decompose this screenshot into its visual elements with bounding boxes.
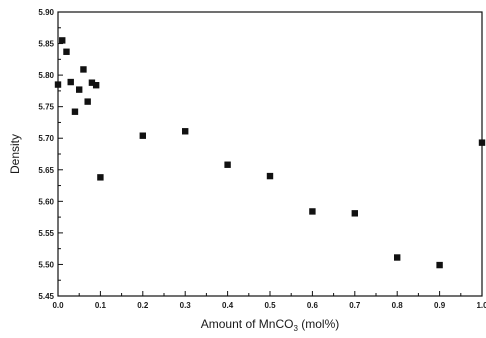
x-tick-label: 0.7 bbox=[349, 301, 361, 310]
data-point bbox=[139, 132, 146, 139]
x-tick-label: 0.6 bbox=[307, 301, 319, 310]
data-point bbox=[97, 174, 104, 181]
x-tick-label: 0.5 bbox=[264, 301, 276, 310]
y-tick-label: 5.85 bbox=[38, 40, 54, 49]
y-tick-label: 5.90 bbox=[38, 8, 54, 17]
data-point bbox=[59, 37, 66, 44]
data-point bbox=[224, 161, 231, 168]
y-tick-label: 5.80 bbox=[38, 71, 54, 80]
y-tick-label: 5.60 bbox=[38, 197, 54, 206]
y-axis-ticks: 5.45 5.50 5.55 5.60 5.65 5.70 5.75 5.80 5.85 5.90 bbox=[38, 8, 63, 301]
data-point bbox=[92, 82, 100, 89]
data-point bbox=[394, 254, 401, 261]
y-tick-label: 5.75 bbox=[38, 103, 54, 112]
data-point bbox=[88, 79, 96, 86]
x-tick-label: 0.0 bbox=[52, 301, 64, 310]
y-tick-label: 5.45 bbox=[38, 292, 54, 301]
x-tick-label: 0.4 bbox=[222, 301, 234, 310]
data-point bbox=[67, 78, 74, 86]
data-point bbox=[84, 98, 91, 105]
data-point bbox=[71, 108, 79, 115]
x-tick-label: 0.8 bbox=[392, 301, 404, 310]
data-point bbox=[182, 128, 189, 135]
data-point bbox=[63, 48, 70, 55]
x-axis-label: Amount of MnCO3 (mol%) bbox=[201, 317, 340, 333]
data-point bbox=[436, 261, 443, 269]
x-tick-label: 0.2 bbox=[137, 301, 149, 310]
x-tick-label: 0.3 bbox=[180, 301, 192, 310]
x-tick-label: 1.0 bbox=[476, 301, 486, 310]
x-axis-label-subscript: 3 bbox=[293, 324, 298, 333]
y-tick-label: 5.50 bbox=[38, 260, 54, 269]
data-point bbox=[351, 210, 358, 217]
x-tick-label: 0.9 bbox=[434, 301, 446, 310]
data-point bbox=[266, 172, 274, 180]
data-point bbox=[80, 66, 87, 73]
data-point bbox=[478, 139, 486, 146]
x-axis-label-unit: (mol%) bbox=[298, 317, 339, 331]
y-axis-label: Density bbox=[8, 134, 22, 174]
x-axis-label-main: Amount of MnCO bbox=[201, 317, 294, 331]
data-point bbox=[309, 208, 316, 215]
y-tick-label: 5.70 bbox=[38, 134, 54, 143]
y-tick-label: 5.55 bbox=[38, 229, 54, 238]
data-point bbox=[76, 86, 83, 93]
data-points bbox=[54, 37, 486, 269]
y-tick-label: 5.65 bbox=[38, 166, 54, 175]
data-point bbox=[54, 81, 62, 88]
x-tick-label: 0.1 bbox=[95, 301, 107, 310]
x-axis-ticks: 0.0 0.1 0.2 0.3 0.4 0.5 0.6 0.7 0.8 0.9 1.0 bbox=[52, 291, 486, 310]
plot-frame bbox=[57, 11, 483, 297]
